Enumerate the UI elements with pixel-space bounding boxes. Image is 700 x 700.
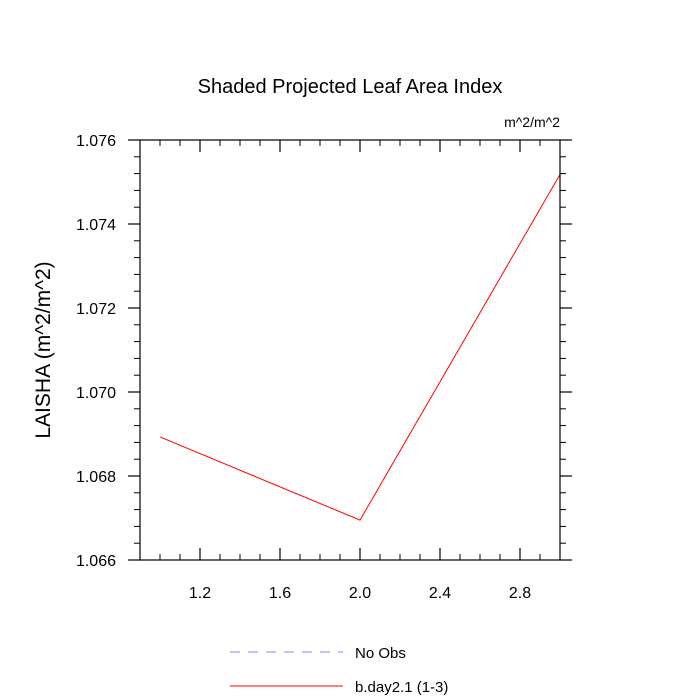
legend: No Obs b.day2.1 (1-3) [230, 645, 448, 696]
y-tick-label: 1.076 [76, 133, 116, 150]
x-tick-label: 2.8 [509, 585, 531, 602]
x-tick-label: 1.2 [189, 585, 211, 602]
chart-title: Shaded Projected Leaf Area Index [198, 76, 503, 98]
series-layer [159, 174, 561, 521]
y-tick-label: 1.066 [76, 553, 116, 570]
plot-frame [139, 139, 561, 561]
y-tick-label: 1.074 [76, 217, 116, 234]
x-tick-label: 2.4 [429, 585, 451, 602]
x-tick-label: 1.6 [269, 585, 291, 602]
y-tick-label: 1.070 [76, 385, 116, 402]
y-axis-label: LAISHA (m^2/m^2) [32, 261, 55, 438]
x-tick-label: 2.0 [349, 585, 371, 602]
y-tick-label: 1.068 [76, 469, 116, 486]
series-line [159, 174, 561, 521]
legend-label-b-day2: b.day2.1 (1-3) [355, 679, 448, 696]
units-label: m^2/m^2 [504, 114, 560, 130]
y-tick-label: 1.072 [76, 301, 116, 318]
legend-label-no-obs: No Obs [355, 645, 406, 662]
ticks-layer: 1.2 1.6 2.0 2.4 2.8 1.066 1.068 1.070 1.072 1.074… [76, 133, 572, 602]
